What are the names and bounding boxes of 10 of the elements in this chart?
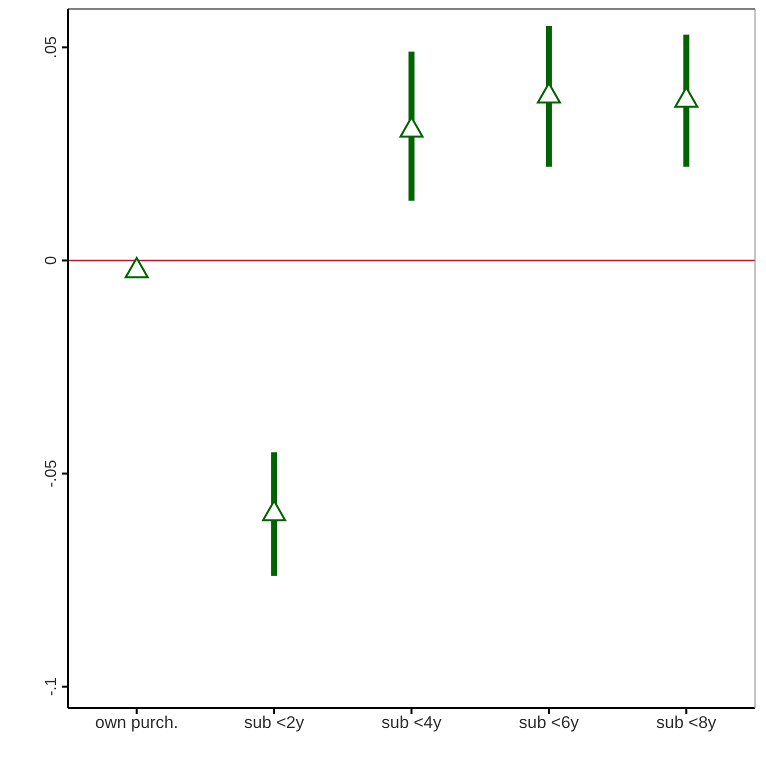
x-tick-label: own purch. <box>95 713 178 732</box>
y-tick-label: -.1 <box>43 677 60 696</box>
x-tick-label: sub <8y <box>656 713 717 732</box>
y-tick-label: .05 <box>43 36 60 58</box>
y-tick-label: -.05 <box>43 460 60 488</box>
point <box>124 256 149 278</box>
x-tick-label: sub <4y <box>381 713 442 732</box>
y-tick-label: 0 <box>43 256 60 265</box>
x-tick-label: sub <2y <box>244 713 305 732</box>
x-tick-label: sub <6y <box>518 713 580 732</box>
